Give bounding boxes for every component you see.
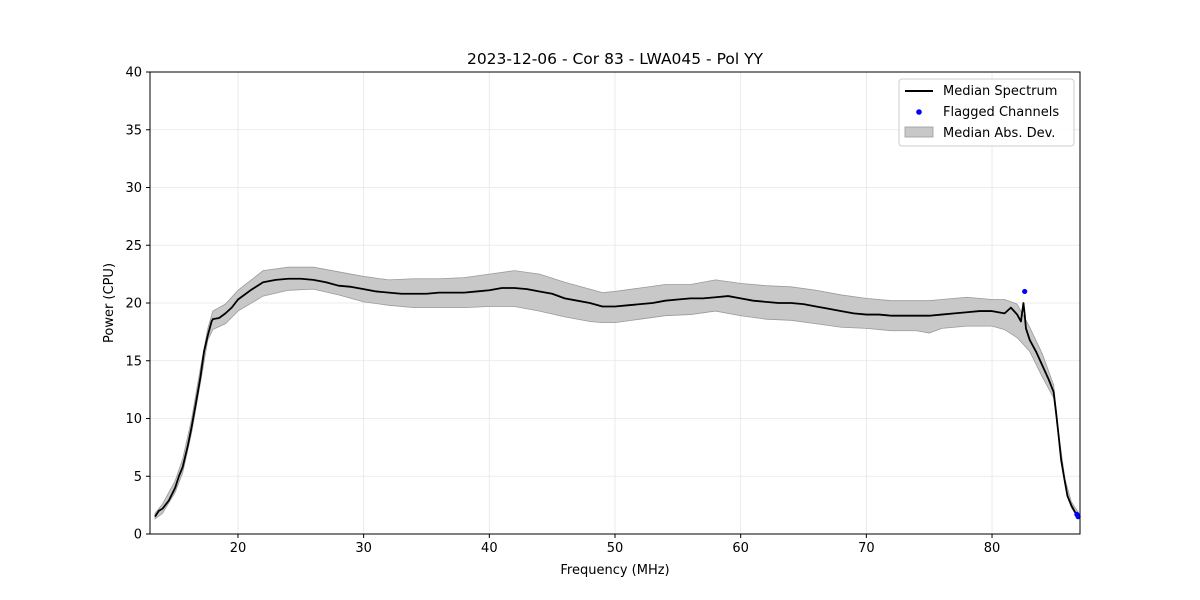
x-tick-label: 60 [732, 541, 749, 556]
median-spectrum-line [154, 277, 1079, 518]
x-axis-ticks: 20 30 40 50 60 70 80 [230, 534, 1001, 556]
x-tick-label: 20 [230, 541, 247, 556]
legend-flagged-marker [916, 109, 922, 115]
x-tick-label: 50 [607, 541, 624, 556]
legend: Median Spectrum Flagged Channels Median … [898, 78, 1075, 147]
y-axis-label: Power (CPU) [102, 263, 117, 343]
flagged-points-layer [1022, 288, 1081, 520]
x-tick-label: 30 [355, 541, 372, 556]
legend-box [898, 78, 1075, 147]
flagged-channel-point [1075, 514, 1081, 520]
x-tick-label: 70 [858, 541, 875, 556]
flagged-channel-point [1022, 288, 1028, 295]
x-tick-label: 40 [481, 541, 498, 556]
mad-band-layer [154, 266, 1079, 520]
y-tick-label: 15 [125, 354, 142, 369]
y-tick-label: 20 [125, 297, 142, 312]
y-axis-ticks: 0 5 10 15 20 25 30 35 40 [125, 66, 150, 543]
y-tick-label: 0 [134, 528, 142, 543]
y-tick-label: 10 [125, 412, 142, 427]
legend-median-abs-dev: Median Abs. Dev. [943, 126, 1055, 141]
legend-mad-swatch [904, 126, 934, 138]
legend-flagged-channels: Flagged Channels [943, 105, 1059, 120]
mad-band [154, 266, 1079, 520]
x-axis-label: Frequency (MHz) [560, 563, 669, 578]
median-line-layer [154, 277, 1079, 518]
legend-median-spectrum: Median Spectrum [943, 84, 1057, 99]
y-tick-label: 5 [134, 470, 142, 485]
y-tick-label: 40 [125, 66, 142, 81]
chart-title: 2023-12-06 - Cor 83 - LWA045 - Pol YY [467, 50, 764, 68]
x-tick-label: 80 [984, 541, 1001, 556]
y-tick-label: 30 [125, 181, 142, 196]
y-tick-label: 35 [125, 123, 142, 138]
y-tick-label: 25 [125, 239, 142, 254]
